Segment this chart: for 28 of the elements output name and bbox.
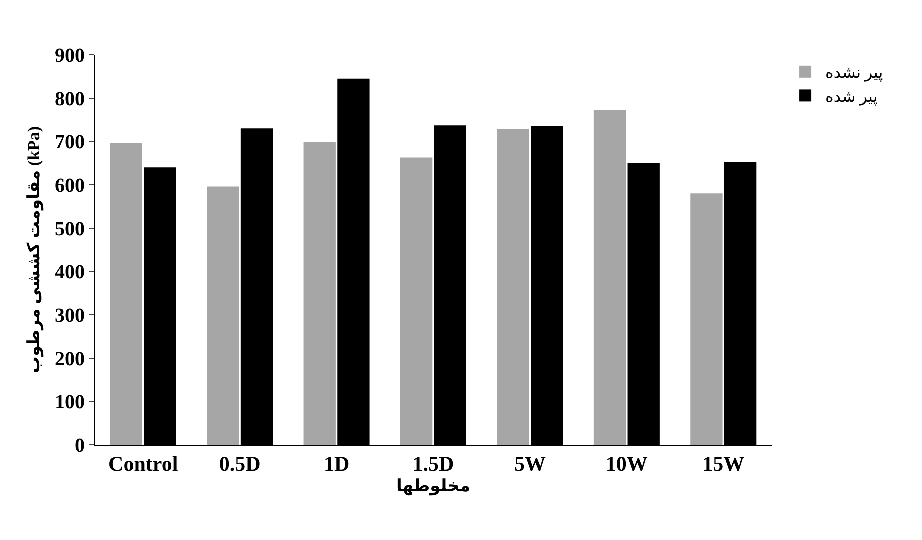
x-tick-label: 5W xyxy=(514,452,546,476)
x-tick-label: 15W xyxy=(702,452,745,476)
x-tick-label: 0.5D xyxy=(219,452,261,476)
legend-label: پیر شده xyxy=(826,88,878,106)
y-tick-label: 500 xyxy=(55,218,85,240)
y-tick-label: 700 xyxy=(55,132,85,154)
y-tick-label: 800 xyxy=(55,88,85,110)
bar xyxy=(690,194,723,445)
y-tick-label: 0 xyxy=(75,435,85,457)
x-tick-label: 1.5D xyxy=(412,452,454,476)
bar xyxy=(497,130,530,445)
bar xyxy=(110,142,143,445)
x-axis-title: مخلوطها xyxy=(396,476,470,497)
y-tick-label: 200 xyxy=(55,348,85,370)
x-tick-label: 10W xyxy=(606,452,648,476)
legend-label: پیر نشده xyxy=(826,65,884,82)
bar xyxy=(207,186,240,445)
x-tick-label: Control xyxy=(108,452,178,476)
y-tick-label: 600 xyxy=(55,175,85,197)
bar xyxy=(594,110,626,445)
y-tick-label: 100 xyxy=(55,392,85,414)
y-tick-label: 400 xyxy=(55,262,85,284)
bar xyxy=(304,142,336,445)
y-axis-title: مقاومت کششی مرطوب (kPa) xyxy=(24,126,45,374)
y-tick-label: 300 xyxy=(55,305,85,327)
x-tick-label: 1D xyxy=(324,452,350,476)
y-tick-label: 900 xyxy=(55,45,85,67)
bar xyxy=(400,158,433,445)
